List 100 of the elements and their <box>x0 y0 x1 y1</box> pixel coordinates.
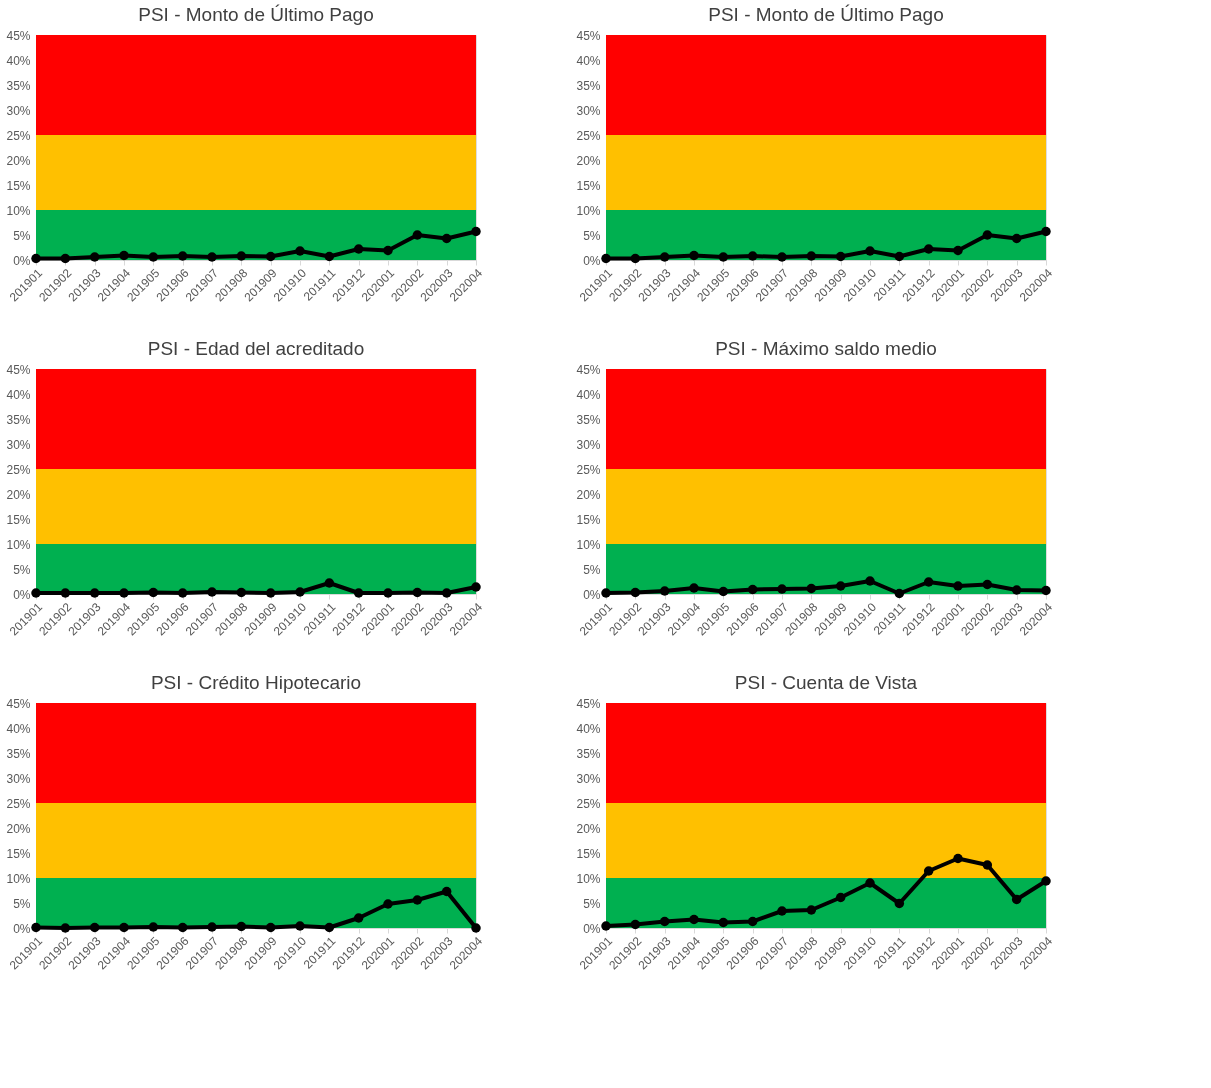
y-tick-label: 5% <box>583 896 601 911</box>
point <box>177 251 188 261</box>
point <box>295 587 305 597</box>
y-tick-label: 20% <box>576 821 601 836</box>
point <box>689 583 699 593</box>
y-tick-label: 35% <box>576 412 601 427</box>
point <box>119 250 129 261</box>
point <box>630 253 641 264</box>
point <box>353 588 364 598</box>
point <box>718 252 729 262</box>
y-tick-label: 35% <box>576 746 601 761</box>
chart-title: PSI - Monto de Último Pago <box>138 4 374 25</box>
y-tick-label: 20% <box>576 153 601 168</box>
y-tick-label: 40% <box>576 53 601 68</box>
point <box>412 587 423 598</box>
point <box>31 253 41 264</box>
point <box>894 898 905 909</box>
point <box>236 921 247 932</box>
point <box>894 588 905 599</box>
point <box>236 587 247 598</box>
y-tick-label: 0% <box>13 587 31 602</box>
chart-title: PSI - Edad del acreditado <box>147 338 365 359</box>
y-tick-label: 35% <box>6 412 31 427</box>
point <box>747 584 758 595</box>
chart-title: PSI - Cuenta de Vista <box>734 672 918 693</box>
y-tick-label: 25% <box>576 462 601 477</box>
point <box>835 251 846 262</box>
point <box>659 252 670 262</box>
point <box>601 253 611 264</box>
point <box>60 253 71 264</box>
point <box>207 587 217 597</box>
point <box>441 233 452 244</box>
point <box>471 582 481 592</box>
point <box>295 246 305 256</box>
point <box>412 230 423 240</box>
y-tick-label: 15% <box>6 512 31 527</box>
y-tick-label: 30% <box>6 437 31 452</box>
y-tick-label: 20% <box>6 487 31 502</box>
y-tick-label: 30% <box>6 771 31 786</box>
y-tick-label: 35% <box>6 78 31 93</box>
y-tick-label: 20% <box>6 153 31 168</box>
point <box>89 922 100 933</box>
point <box>353 913 364 923</box>
point <box>718 917 729 928</box>
point <box>777 252 787 262</box>
point <box>31 922 41 933</box>
point <box>441 886 452 897</box>
point <box>89 588 100 598</box>
y-tick-label: 45% <box>576 696 601 711</box>
point <box>747 251 758 261</box>
y-tick-label: 0% <box>583 253 601 268</box>
point <box>835 581 846 591</box>
point <box>894 251 905 262</box>
point <box>148 922 159 932</box>
y-tick-label: 30% <box>576 437 601 452</box>
point <box>1041 226 1051 237</box>
y-tick-label: 5% <box>583 562 601 577</box>
point <box>148 252 159 262</box>
y-tick-label: 10% <box>6 537 31 552</box>
point <box>747 916 758 927</box>
y-tick-label: 15% <box>576 178 601 193</box>
point <box>1011 233 1022 244</box>
point <box>412 895 423 905</box>
point <box>923 866 934 876</box>
point <box>207 252 217 262</box>
y-tick-label: 45% <box>6 28 31 43</box>
point <box>324 578 335 588</box>
point <box>471 226 481 237</box>
y-tick-label: 10% <box>6 203 31 218</box>
chart-title: PSI - Máximo saldo medio <box>715 338 937 359</box>
y-tick-label: 25% <box>6 796 31 811</box>
point <box>982 579 993 590</box>
point <box>177 588 188 598</box>
chart-title: PSI - Crédito Hipotecario <box>150 672 362 693</box>
y-tick-label: 40% <box>6 387 31 402</box>
y-tick-label: 15% <box>576 846 601 861</box>
point <box>119 922 129 933</box>
y-tick-label: 20% <box>6 821 31 836</box>
point <box>265 251 276 262</box>
point <box>119 588 129 598</box>
y-tick-label: 0% <box>13 253 31 268</box>
y-tick-label: 35% <box>6 746 31 761</box>
point <box>982 230 993 240</box>
point <box>865 246 875 256</box>
y-tick-label: 10% <box>6 871 31 886</box>
chart-title: PSI - Monto de Último Pago <box>708 4 944 25</box>
point <box>689 250 699 261</box>
point <box>207 922 217 932</box>
point <box>982 860 993 870</box>
point <box>353 244 364 254</box>
y-tick-label: 40% <box>576 721 601 736</box>
point <box>60 923 71 933</box>
point <box>177 922 188 933</box>
y-tick-label: 30% <box>576 103 601 118</box>
point <box>953 853 963 864</box>
point <box>89 252 100 262</box>
point <box>441 588 452 598</box>
y-tick-label: 25% <box>576 796 601 811</box>
y-tick-label: 5% <box>13 228 31 243</box>
y-tick-label: 45% <box>576 362 601 377</box>
